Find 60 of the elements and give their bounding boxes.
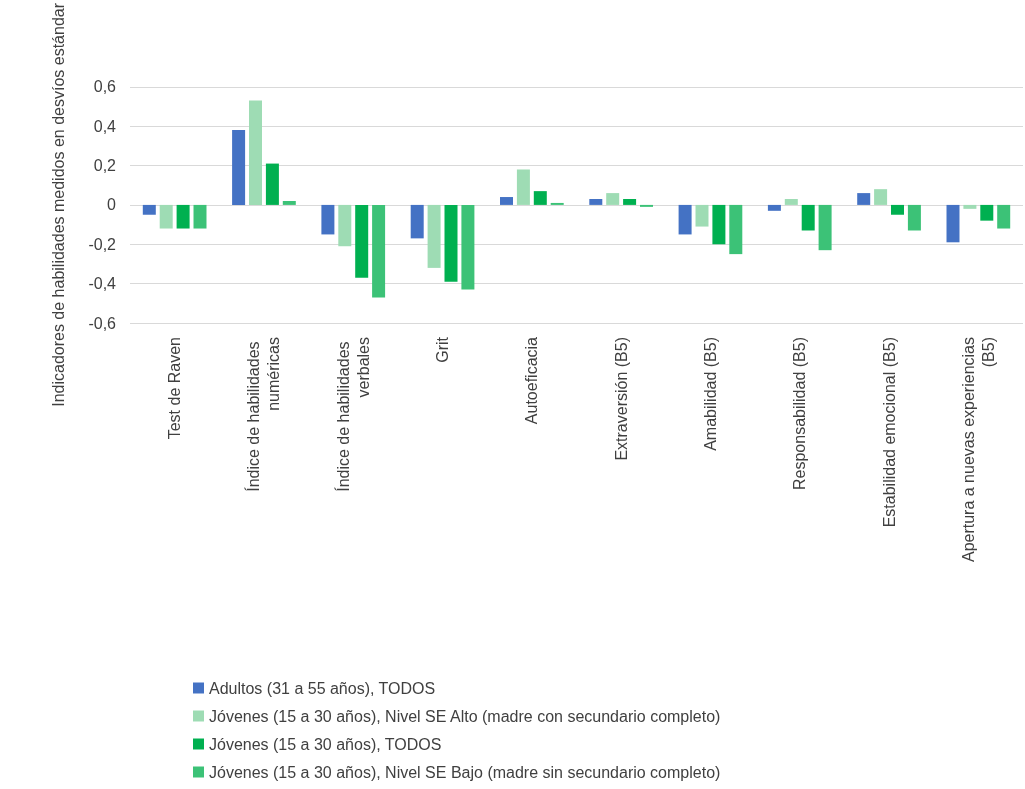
bar xyxy=(767,204,781,211)
bar xyxy=(461,204,475,290)
bar xyxy=(963,204,977,209)
bar xyxy=(427,204,441,268)
bar xyxy=(678,204,692,235)
legend-label: Adultos (31 a 55 años), TODOS xyxy=(209,679,436,697)
bar xyxy=(818,204,832,251)
bar xyxy=(338,204,352,247)
y-tick-label: 0 xyxy=(107,196,117,214)
x-tick-label: Índice de habilidades numéricas xyxy=(244,337,283,492)
x-tick-label: Grit xyxy=(434,336,452,363)
bar xyxy=(695,204,709,227)
y-tick-label: -0,4 xyxy=(88,275,117,293)
bar xyxy=(784,199,798,205)
bar xyxy=(176,204,190,229)
bar xyxy=(623,199,637,205)
legend-label: Jóvenes (15 a 30 años), Nivel SE Bajo (madre sin secundario completo) xyxy=(209,763,721,781)
y-tick-label: 0,2 xyxy=(93,157,117,175)
bar xyxy=(159,204,173,229)
x-tick-label: Apertura a nuevas experiencias (B5) xyxy=(959,337,997,563)
x-tick-label: Responsabilidad (B5) xyxy=(791,337,809,490)
bar xyxy=(321,204,335,235)
bar xyxy=(444,204,458,282)
bar xyxy=(516,169,530,205)
bar xyxy=(372,204,386,298)
bar xyxy=(606,193,620,205)
bar xyxy=(589,199,603,205)
bar xyxy=(997,204,1011,229)
y-tick-label: 0,4 xyxy=(93,117,117,135)
bar xyxy=(946,204,960,243)
y-tick-label: 0,6 xyxy=(93,78,117,96)
bar xyxy=(282,200,296,205)
y-axis-title: Indicadores de habilidades medidos en desvíos estándar xyxy=(49,2,67,407)
bar xyxy=(801,204,815,231)
bar xyxy=(232,130,246,205)
bar xyxy=(500,197,513,205)
bar xyxy=(891,204,904,215)
x-tick-label: Extraversión (B5) xyxy=(612,337,630,461)
x-tick-label: Autoeficacia xyxy=(523,336,541,425)
bar xyxy=(410,204,424,239)
bar xyxy=(193,204,207,229)
bar xyxy=(980,204,994,221)
y-tick-label: -0,6 xyxy=(88,314,117,332)
bar xyxy=(142,204,156,215)
x-tick-label: Test de Raven xyxy=(166,337,184,440)
bar xyxy=(712,204,726,245)
legend-label: Jóvenes (15 a 30 años), TODOS xyxy=(209,735,442,753)
x-tick-label: Índice de habilidades verbales xyxy=(333,337,372,492)
bar xyxy=(249,100,262,205)
x-tick-label: Amabilidad (B5) xyxy=(701,337,719,451)
legend-label: Jóvenes (15 a 30 años), Nivel SE Alto (madre con secundario completo) xyxy=(209,707,721,725)
bar xyxy=(729,204,743,255)
bar xyxy=(533,191,547,205)
bar xyxy=(265,163,279,205)
y-tick-label: -0,2 xyxy=(88,235,117,253)
x-tick-label: Estabilidad emocional (B5) xyxy=(880,337,898,528)
bar xyxy=(355,204,369,278)
bar xyxy=(907,204,921,231)
bar xyxy=(874,189,888,205)
bar xyxy=(857,193,871,205)
